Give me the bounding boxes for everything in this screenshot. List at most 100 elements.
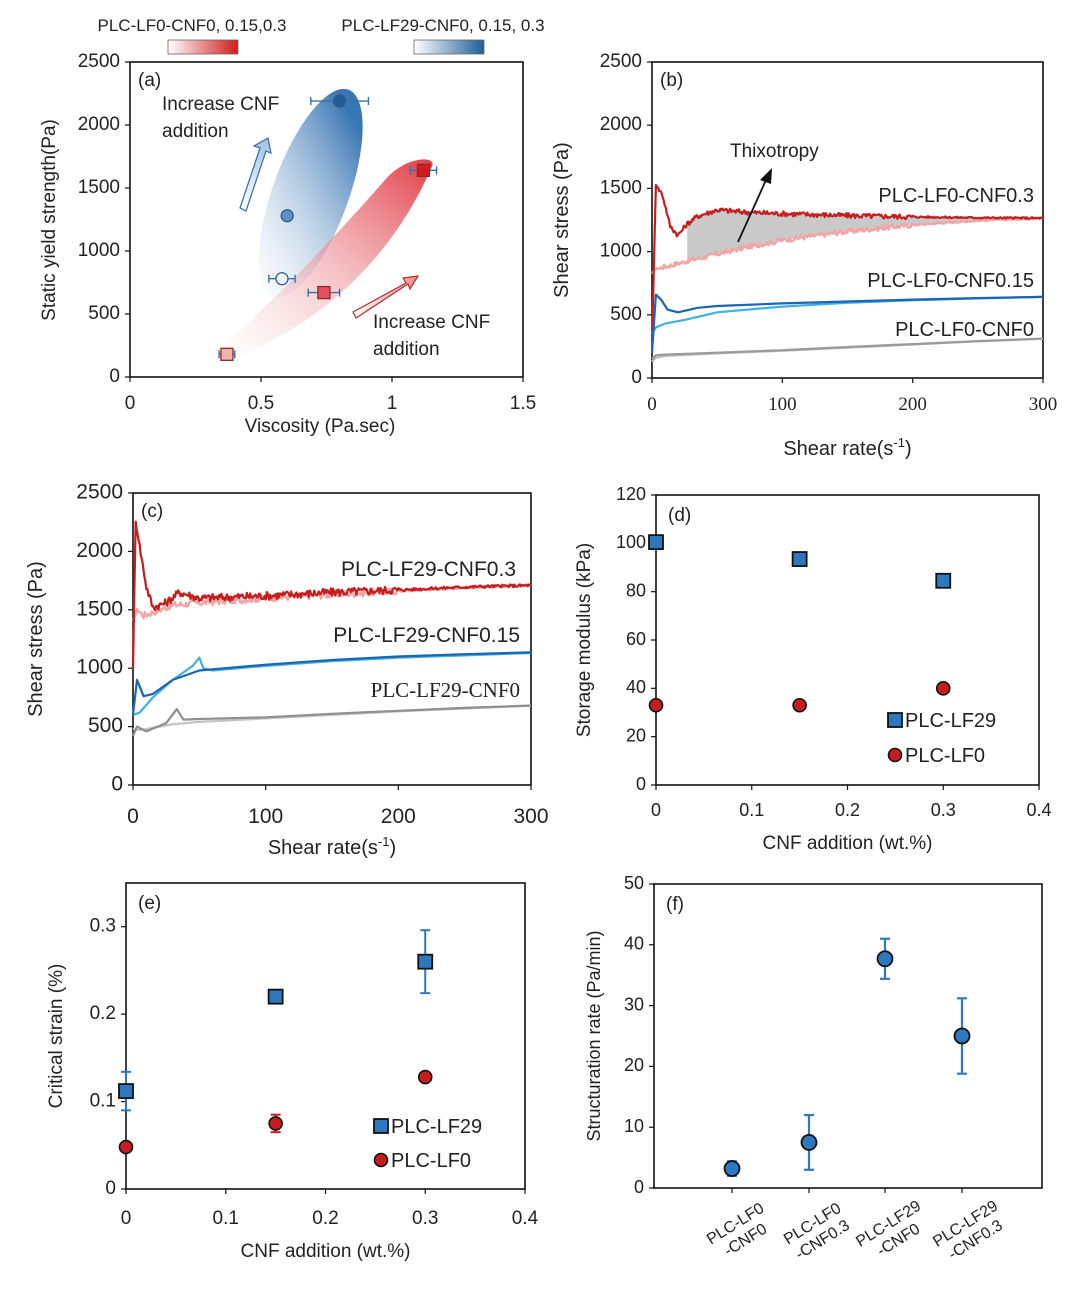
panel-f-ytick-label: 50 xyxy=(624,873,644,893)
panel-e-xtick-label: 0.1 xyxy=(213,1208,239,1229)
panel-f-ytick-label: 40 xyxy=(624,934,644,954)
lf29-point xyxy=(280,209,294,223)
legend-lf29-marker xyxy=(887,712,903,728)
lf29-point xyxy=(275,272,289,286)
panel-d-xtick-label: 0.4 xyxy=(1026,800,1051,820)
curve-plc-lf29-cnf0-up xyxy=(132,704,532,732)
panel-d-ytick-label: 100 xyxy=(616,532,646,552)
panel-e-ytick-label: 0.2 xyxy=(90,1003,116,1024)
panel-b-ytick-label: 2500 xyxy=(600,51,642,72)
lf0-point xyxy=(416,163,431,178)
panel-b-ytick-label: 1000 xyxy=(600,241,642,262)
panel-b-xtick-label: 100 xyxy=(768,394,797,415)
lf0-point xyxy=(268,1116,283,1131)
curve-plc-lf29-cnf0.15-up xyxy=(132,651,532,716)
lf29-point xyxy=(791,551,808,567)
panel-b-xtick-label: 300 xyxy=(1029,394,1058,415)
curve-plc-lf0-cnf0-up xyxy=(651,337,1044,363)
panel-b-ytick-label: 500 xyxy=(610,304,642,325)
panel-e-ytick-label: 0.3 xyxy=(90,916,116,937)
panel-b-xtick-label: 200 xyxy=(898,394,927,415)
panel-a-frame xyxy=(129,61,524,378)
panel-c-xtick-label: 100 xyxy=(248,805,283,828)
panel-c-ytick-label: 0 xyxy=(111,773,123,796)
curve-plc-lf29-cnf0-down xyxy=(131,704,532,737)
legend-lf0-marker xyxy=(373,1152,389,1168)
panel-b-tag: (b) xyxy=(660,70,683,91)
panel-a-ytick-label: 500 xyxy=(88,303,120,324)
label-lf0-cnf0: PLC-LF0-CNF0 xyxy=(895,319,1034,341)
annotation-blue-line1: Increase CNF xyxy=(162,94,279,115)
panel-d-xtick-label: 0.1 xyxy=(739,800,764,820)
panel-e-xtick-label: 0.2 xyxy=(312,1208,338,1229)
panel-d-frame xyxy=(655,494,1040,786)
panel-c-xtick-label: 200 xyxy=(381,805,416,828)
curve-plc-lf0-cnf0.3-down xyxy=(650,183,1044,341)
panel-f-ytick-label: 10 xyxy=(624,1116,644,1136)
panel-a-xtick-label: 0 xyxy=(125,393,136,414)
panel-f-ytick-label: 20 xyxy=(624,1055,644,1075)
annotation-red-line2: addition xyxy=(373,339,440,360)
panel-a-xtick-label: 1.5 xyxy=(510,393,536,414)
panel-d-xlabel: CNF addition (wt.%) xyxy=(763,833,933,854)
annotation-red-line1: Increase CNF xyxy=(373,312,490,333)
panel-d-ytick-label: 80 xyxy=(626,580,646,600)
structuration-point xyxy=(800,1134,818,1151)
panel-b-ytick-label: 2000 xyxy=(600,114,642,135)
arrow-red-icon xyxy=(352,275,420,319)
lf29-point xyxy=(648,534,664,551)
panel-c-ytick-label: 500 xyxy=(88,714,123,737)
panel-f-frame xyxy=(653,883,1043,1189)
lf29-point xyxy=(935,572,952,589)
panel-d-xtick-label: 0.3 xyxy=(931,800,956,820)
panel-e-tag: (e) xyxy=(138,893,161,914)
panel-e-ytick-label: 0 xyxy=(105,1178,116,1199)
lf29-point xyxy=(417,953,434,970)
structuration-point xyxy=(876,950,894,968)
annotation-blue-line2: addition xyxy=(162,121,229,142)
lf0-point xyxy=(220,347,234,361)
panel-c-ytick-label: 1500 xyxy=(76,597,123,620)
panel-f-ylabel: Structuration rate (Pa/min) xyxy=(584,930,604,1141)
panel-c-ytick-label: 2000 xyxy=(76,539,123,562)
panel-c-xtick-label: 0 xyxy=(127,805,139,828)
category-label: PLC-LF0-CNF0.3 xyxy=(781,1200,853,1264)
panel-b-ylabel: Shear stress (Pa) xyxy=(551,142,573,298)
legend-lf0-label: PLC-LF0 xyxy=(391,1150,471,1172)
panel-a-ylabel: Static yield strength(Pa) xyxy=(39,119,60,321)
panel-c-xlabel: Shear rate(s-1) xyxy=(268,834,396,859)
panel-c-ytick-label: 2500 xyxy=(76,481,123,504)
panel-b-ytick-label: 1500 xyxy=(600,177,642,198)
panel-a-xtick-label: 1 xyxy=(387,393,398,414)
panel-a-ytick-label: 0 xyxy=(109,366,120,387)
panel-b-xtick-label: 0 xyxy=(647,394,657,415)
lf29-point xyxy=(118,1083,134,1099)
panel-e-ylabel: Critical strain (%) xyxy=(46,964,67,1109)
legend-lf29-marker xyxy=(373,1118,389,1134)
lf0-point xyxy=(792,697,807,713)
panel-b-ytick-label: 0 xyxy=(631,367,642,388)
panel-d-ytick-label: 120 xyxy=(616,484,646,504)
panel-f-tag: (f) xyxy=(666,894,684,915)
structuration-point xyxy=(723,1160,741,1177)
panel-a-ytick-label: 1500 xyxy=(78,177,120,198)
panel-d-ytick-label: 20 xyxy=(626,725,646,745)
panel-e-frame xyxy=(125,882,526,1190)
structuration-point xyxy=(953,1027,971,1045)
lf0-point xyxy=(648,697,664,713)
curve-plc-lf0-cnf0.15-down xyxy=(650,293,1044,353)
panel-e-xtick-label: 0 xyxy=(121,1208,132,1229)
legend-lf29-label: PLC-LF29 xyxy=(905,710,996,732)
panel-c-tag: (c) xyxy=(141,501,163,522)
panel-e-ytick-label: 0.1 xyxy=(90,1091,116,1112)
legend-blue-label: PLC-LF29-CNF0, 0.15, 0.3 xyxy=(341,16,544,35)
panel-e-xtick-label: 0.3 xyxy=(412,1208,438,1229)
curve-plc-lf0-cnf0.3-up xyxy=(651,216,1044,275)
panel-b-xlabel: Shear rate(s-1) xyxy=(783,435,911,460)
curve-plc-lf0-cnf0-down xyxy=(651,337,1044,360)
panel-a-ytick-label: 1000 xyxy=(78,240,120,261)
lf0-point xyxy=(417,1069,433,1085)
panel-f-ytick-label: 0 xyxy=(634,1177,644,1197)
legend-blue-gradient xyxy=(413,39,485,55)
